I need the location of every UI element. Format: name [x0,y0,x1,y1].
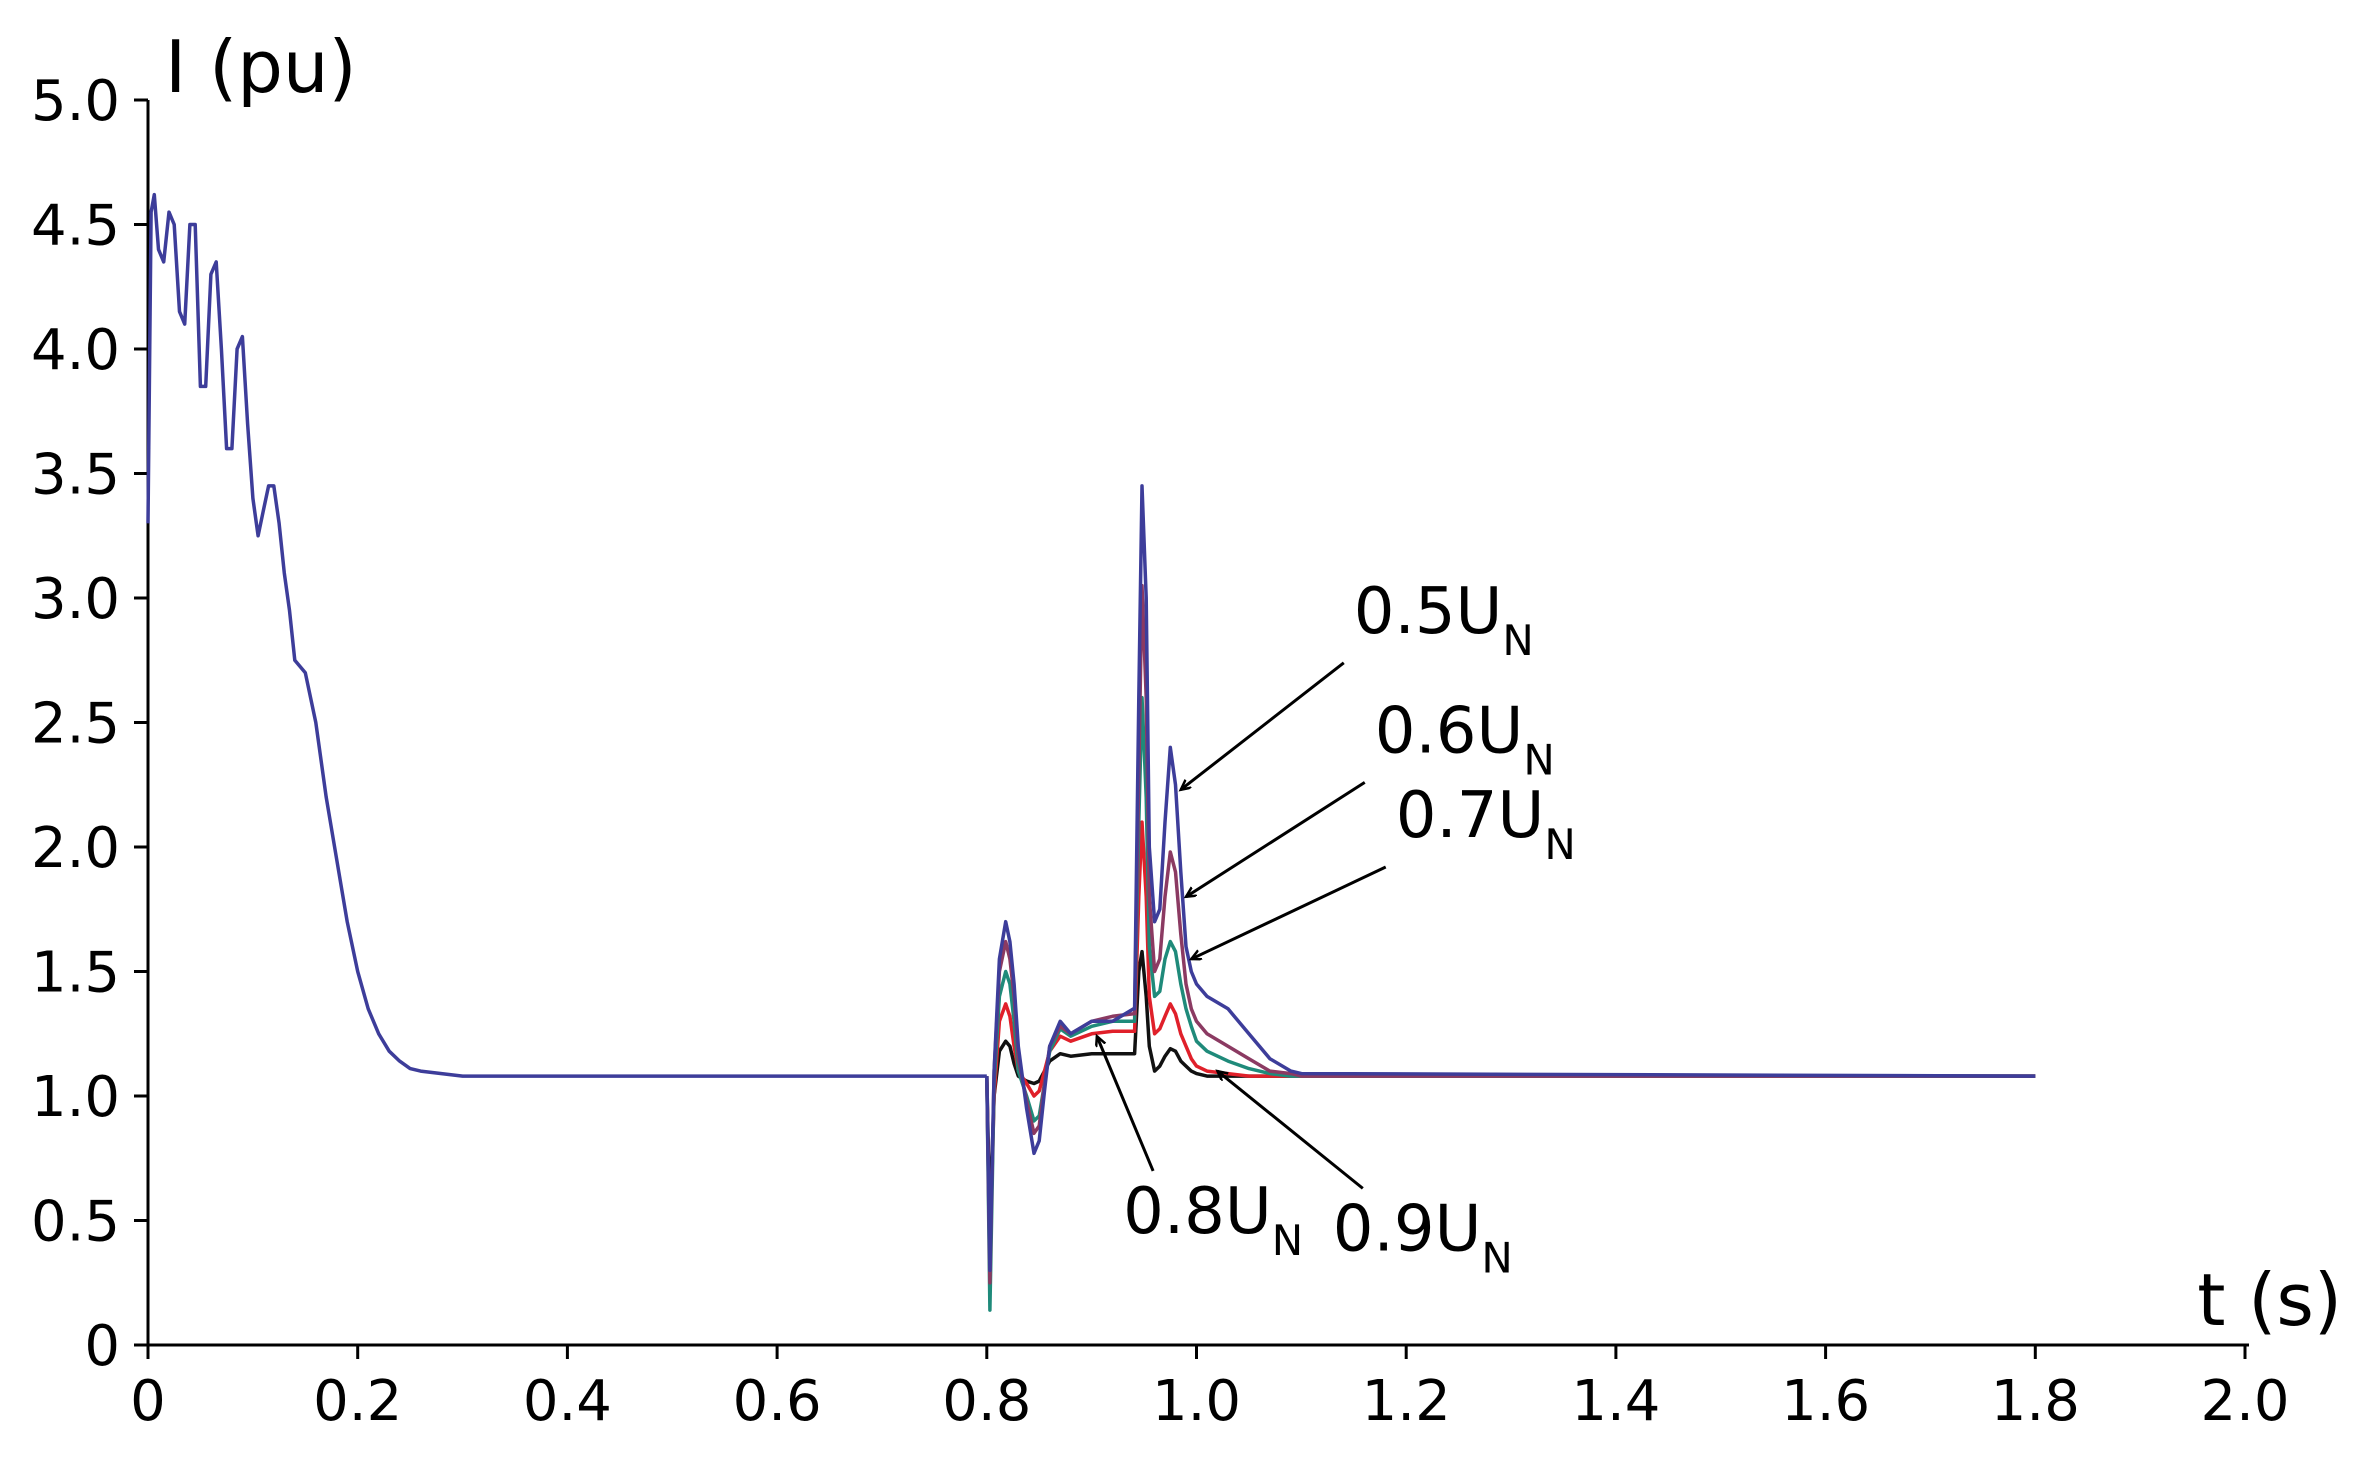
annotation-main: 0.6U [1375,694,1524,768]
x-tick-label: 0.4 [523,1369,612,1434]
annotation-arrow [1186,781,1366,896]
annotation-subscript: N [1502,616,1533,665]
annotation-main: 0.5U [1354,575,1503,649]
annotation-label: 0.7UN [1396,779,1576,869]
x-tick-label: 1.8 [1991,1369,2080,1434]
series-09un-line [985,949,2036,1223]
annotation-05UN: 0.5UN [1181,575,1534,790]
annotation-07UN: 0.7UN [1191,779,1576,959]
y-tick-label: 3.0 [31,567,120,632]
y-tick-label: 2.5 [31,692,120,757]
annotation-label: 0.6UN [1375,694,1555,784]
x-tick-label: 1.6 [1781,1369,1870,1434]
annotation-subscript: N [1272,1216,1303,1265]
y-tick-label: 1.0 [31,1065,120,1130]
annotation-09UN: 0.9UN [1217,1071,1513,1282]
series-05un-line [985,484,2036,1273]
y-tick-label: 4.5 [31,194,120,259]
x-tick-label: 0.8 [942,1369,1031,1434]
annotation-08UN: 0.8UN [1097,1036,1303,1265]
y-tick-label: 5.0 [31,69,120,134]
x-axis-title: t (s) [2197,1258,2342,1342]
annotation-main: 0.9U [1333,1192,1482,1266]
annotation-subscript: N [1523,735,1554,784]
annotation-arrow [1191,865,1387,959]
x-tick-label: 0.6 [733,1369,822,1434]
annotation-arrow [1217,1071,1364,1190]
y-tick-label: 0.5 [31,1190,120,1255]
y-tick-label: 3.5 [31,443,120,508]
annotation-main: 0.7U [1396,779,1545,853]
x-tick-label: 1.4 [1571,1369,1660,1434]
annotation-label: 0.8UN [1123,1175,1303,1265]
y-tick-label: 4.0 [31,318,120,383]
series-layer [146,192,2036,1312]
series-initial-transient-line [146,192,987,1078]
y-axis-title: I (pu) [165,25,357,109]
x-tick-label: 1.2 [1362,1369,1451,1434]
annotation-subscript: N [1544,820,1575,869]
x-tick-label: 2.0 [2200,1369,2289,1434]
annotation-06UN: 0.6UN [1186,694,1555,896]
annotation-label: 0.9UN [1333,1192,1513,1282]
annotation-label: 0.5UN [1354,575,1534,665]
x-tick-label: 1.0 [1152,1369,1241,1434]
annotation-arrow [1181,661,1345,790]
x-tick-label: 0 [130,1369,166,1434]
axes: 0 0.2 0.4 0.6 0.8 1.0 1.2 1.4 1.6 1.8 2.0 0 0.5 1.0 1.… [31,25,2342,1434]
annotation-main: 0.8U [1123,1175,1272,1249]
y-tick-label: 1.5 [31,941,120,1006]
x-tick-label: 0.2 [313,1369,402,1434]
y-tick-label: 0 [84,1314,120,1379]
annotation-arrow [1097,1036,1155,1172]
annotation-subscript: N [1481,1233,1512,1282]
y-tick-label: 2.0 [31,816,120,881]
